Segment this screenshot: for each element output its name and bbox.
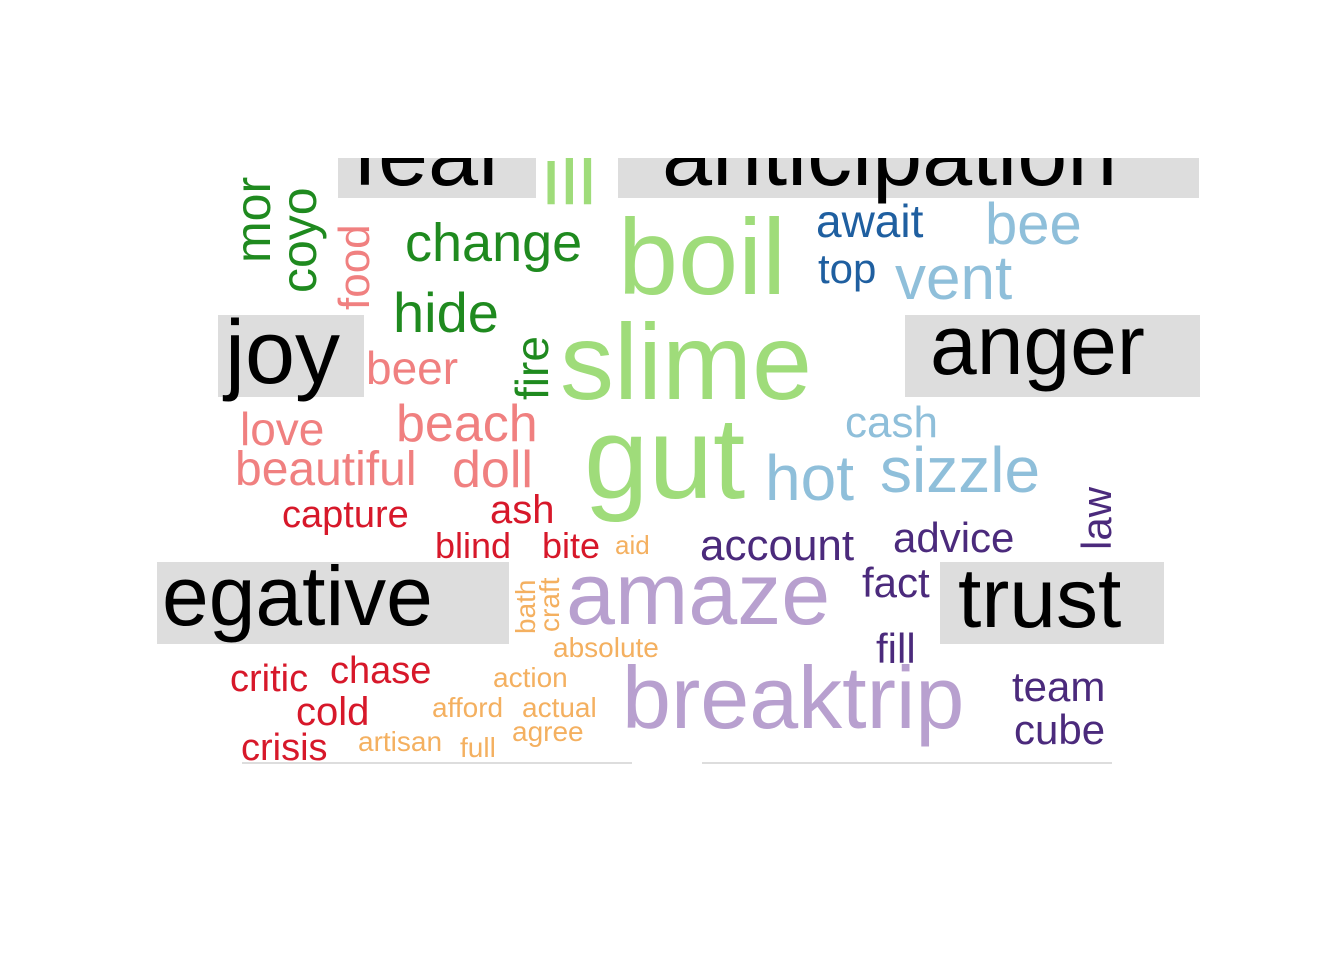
- word-amaze: amaze: [566, 544, 831, 643]
- word-law: law: [1073, 486, 1120, 550]
- word-account: account: [700, 521, 855, 570]
- word-slime: slime: [560, 301, 813, 422]
- word-breaktrip: breaktrip: [622, 648, 965, 747]
- word-critic: critic: [230, 658, 309, 700]
- word-advice: advice: [893, 514, 1015, 561]
- word-action: action: [493, 662, 568, 693]
- word-cube: cube: [1014, 706, 1106, 753]
- word-await: await: [816, 195, 924, 247]
- word-artisan: artisan: [358, 726, 443, 757]
- anticipation-category-label: anticipation: [662, 158, 1117, 200]
- word-team: team: [1012, 663, 1106, 710]
- negative-category-label: egative: [162, 549, 433, 643]
- word-vent: vent: [895, 244, 1013, 313]
- word-top: top: [818, 245, 877, 292]
- word-fill: fill: [876, 625, 916, 672]
- word-sizzle: sizzle: [880, 434, 1041, 506]
- word-agree: agree: [512, 716, 584, 747]
- anticipation-label-box: [618, 158, 1199, 198]
- joy-label-box: [218, 315, 364, 397]
- word-blind: blind: [435, 525, 512, 566]
- word-chase: chase: [330, 650, 432, 692]
- word-bee: bee: [985, 192, 1082, 257]
- word-aid: aid: [615, 530, 650, 560]
- joy-category-label: joy: [225, 303, 341, 403]
- word-cold: cold: [296, 690, 370, 734]
- fear-category-label: fear: [353, 158, 508, 200]
- bottom-left-label-box: [242, 762, 632, 764]
- word-bite: bite: [542, 525, 601, 566]
- word-ash: ash: [490, 488, 555, 532]
- word-beautiful: beautiful: [235, 443, 417, 496]
- word-boil: boil: [618, 196, 787, 317]
- word-capture: capture: [282, 494, 409, 536]
- word-cloud-panel: fear anticipation joy anger egative trus…: [150, 158, 1210, 764]
- word-afford: afford: [432, 692, 504, 723]
- word-hot: hot: [765, 442, 854, 514]
- trust-label-box: [940, 562, 1164, 644]
- fear-label-box: [338, 158, 536, 198]
- word-hide: hide: [393, 281, 499, 344]
- word-fact: fact: [862, 559, 930, 606]
- negative-label-box: [157, 562, 509, 644]
- bottom-right-label-box: [702, 762, 1112, 764]
- word-ill: ill: [542, 158, 597, 222]
- word-beach: beach: [396, 395, 538, 453]
- word-craft: craft: [534, 577, 565, 632]
- word-beer: beer: [366, 342, 459, 394]
- word-cash: cash: [845, 398, 938, 447]
- word-change: change: [405, 213, 583, 273]
- anger-label-box: [905, 315, 1200, 397]
- word-actual: actual: [522, 692, 597, 723]
- word-coyo: coyo: [271, 187, 327, 293]
- word-food: food: [330, 224, 379, 310]
- trust-category-label: trust: [958, 551, 1122, 645]
- word-full: full: [460, 732, 496, 763]
- anger-category-label: anger: [930, 298, 1145, 392]
- word-crisis: crisis: [241, 727, 328, 764]
- word-absolute: absolute: [553, 632, 659, 663]
- word-doll: doll: [452, 441, 533, 499]
- word-gut: gut: [584, 393, 746, 523]
- word-fire: fire: [506, 336, 558, 400]
- word-love: love: [240, 403, 325, 455]
